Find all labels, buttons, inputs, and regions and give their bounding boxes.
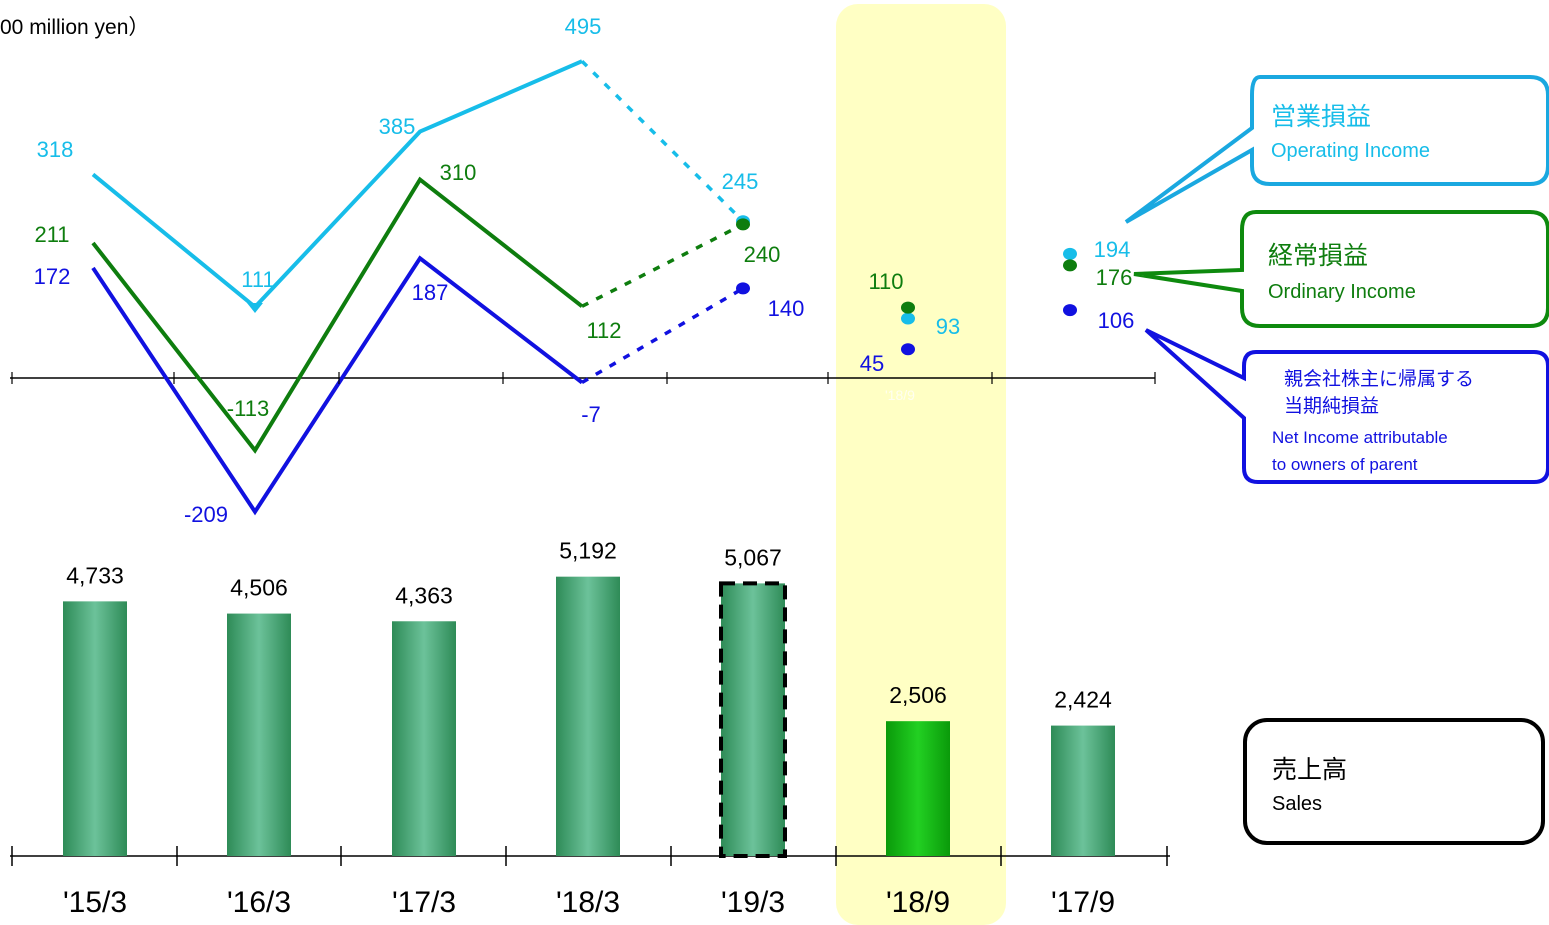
operating-income-label: 194 <box>1094 237 1131 262</box>
net-income-line <box>91 255 584 516</box>
sales-legend-frame <box>1243 718 1545 845</box>
net-callout-sub-line1: Net Income attributable <box>1272 428 1448 447</box>
x-category-label: '17/9 <box>1051 886 1115 919</box>
net-income-point <box>1063 304 1077 317</box>
sales-bar <box>719 581 787 858</box>
operating-callout-box <box>1124 75 1549 224</box>
ordinary-income-line <box>91 176 584 454</box>
operating-income-line <box>91 59 583 310</box>
operating-callout-title: 営業損益 <box>1271 102 1371 131</box>
legend-operating-callout: 営業損益 Operating Income <box>1124 75 1549 224</box>
net-income-point <box>736 282 750 295</box>
x-category-label: '15/3 <box>63 886 127 919</box>
sales-bar-label: 4,733 <box>66 562 124 588</box>
net-income-label: 187 <box>412 280 449 305</box>
unit-label: 00 million yen） <box>0 16 149 39</box>
ordinary-income-point <box>736 218 750 231</box>
sales-bar-label: 2,506 <box>889 682 947 708</box>
sales-bar-label: 5,067 <box>724 544 782 570</box>
income-lines: 318 111 385 495 245 93 194 211 -113 310 112 240 110 1… <box>34 14 1135 527</box>
x-category-label: '16/3 <box>227 886 291 919</box>
ordinary-income-label: 176 <box>1096 265 1133 290</box>
x-axis-labels: '15/3 '16/3 '17/3 '18/3 '19/3 '18/9 '17/9 <box>11 372 1168 919</box>
operating-income-label: 495 <box>565 14 602 39</box>
x-category-label: '18/9 <box>886 886 950 919</box>
sales-legend-title: 売上高 <box>1272 755 1347 784</box>
legend-sales-box: 売上高 Sales <box>1243 718 1545 845</box>
operating-income-point <box>901 312 915 325</box>
ordinary-income-label: 211 <box>34 222 69 247</box>
ordinary-callout-title: 経常損益 <box>1268 241 1368 270</box>
sales-bar-label: 4,506 <box>230 575 288 601</box>
operating-forecast-line <box>580 59 745 223</box>
net-income-label: 45 <box>860 351 884 376</box>
operating-income-label: 111 <box>241 267 274 292</box>
sales-bar <box>63 601 127 856</box>
legend-ordinary-callout: 経常損益 Ordinary Income <box>1133 210 1549 328</box>
operating-callout-sub: Operating Income <box>1271 140 1430 162</box>
net-income-label: 106 <box>1098 308 1135 333</box>
sales-bar-label: 5,192 <box>559 538 617 564</box>
net-income-label: -7 <box>581 402 601 427</box>
ordinary-income-point <box>901 301 915 314</box>
ordinary-income-label: 112 <box>586 318 621 343</box>
ordinary-income-point <box>1063 259 1077 272</box>
operating-income-point <box>1063 247 1077 260</box>
net-income-label: 140 <box>768 296 805 321</box>
net-callout-title-line1: 親会社株主に帰属する <box>1284 368 1474 390</box>
net-callout-box <box>1144 328 1549 484</box>
x-category-label: '19/3 <box>721 886 785 919</box>
operating-income-label: 245 <box>722 169 759 194</box>
legend-net-callout: 親会社株主に帰属する 当期純損益 Net Income attributable… <box>1144 328 1549 484</box>
net-callout-title-line2: 当期純損益 <box>1284 395 1379 417</box>
sales-legend-sub: Sales <box>1272 793 1322 815</box>
sales-bar <box>1051 725 1115 856</box>
ordinary-income-label: 110 <box>868 269 903 294</box>
ordinary-callout-box <box>1133 210 1549 328</box>
net-income-label: 172 <box>34 264 71 289</box>
net-callout-sub-line2: to owners of parent <box>1272 455 1418 474</box>
ordinary-forecast-line <box>581 222 744 308</box>
sales-bar-label: 2,424 <box>1054 687 1112 713</box>
x-category-label: '18/3 <box>556 886 620 919</box>
operating-income-label: 93 <box>936 314 960 339</box>
ordinary-income-label: -113 <box>227 396 269 421</box>
highlight-band <box>836 4 1006 925</box>
ordinary-income-label: 310 <box>440 160 477 185</box>
sales-bar <box>392 621 456 856</box>
ordinary-callout-sub: Ordinary Income <box>1268 281 1416 303</box>
operating-income-point <box>247 302 263 313</box>
sales-bar <box>556 576 620 856</box>
ordinary-income-label: 240 <box>744 242 781 267</box>
operating-income-label: 318 <box>37 137 74 162</box>
operating-income-label: 385 <box>379 114 416 139</box>
legend-callouts: 営業損益 Operating Income 経常損益 Ordinary Inco… <box>1124 75 1549 845</box>
faint-axis-label: '18/9 <box>885 387 915 403</box>
sales-bars: 4,733 4,506 4,363 5,192 5,067 2,506 2,424 <box>63 538 1115 858</box>
net-income-point <box>901 343 915 356</box>
sales-bar <box>227 613 291 856</box>
net-income-label: -209 <box>184 502 228 527</box>
sales-bar <box>886 721 950 856</box>
x-category-label: '17/3 <box>392 886 456 919</box>
sales-bar-label: 4,363 <box>395 582 453 608</box>
